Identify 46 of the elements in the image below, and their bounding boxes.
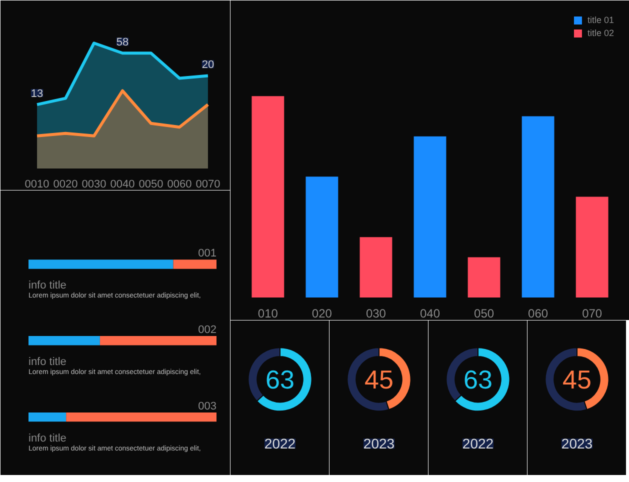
y-tick-label: 001 <box>198 248 217 260</box>
bar <box>252 96 284 298</box>
bar <box>576 196 608 298</box>
bar <box>522 116 554 298</box>
annotation: info title <box>28 432 66 444</box>
x-tick-label: 0010 <box>24 178 50 190</box>
x-tick-label: 0060 <box>167 178 192 190</box>
bar <box>306 176 338 298</box>
bar <box>173 260 216 269</box>
text: 2022 <box>264 436 296 452</box>
text: 63 <box>266 364 294 394</box>
text: 2022 <box>462 436 494 452</box>
x-tick-label: 070 <box>582 306 602 320</box>
bar <box>66 412 216 422</box>
x-tick-label: 060 <box>528 306 548 320</box>
bar <box>360 237 392 298</box>
annotation: 20 <box>202 59 214 72</box>
y-tick-label: 003 <box>198 400 217 412</box>
annotation: info title <box>28 356 66 368</box>
bar <box>100 336 216 346</box>
x-tick-label: 020 <box>312 306 332 320</box>
bar <box>28 260 174 269</box>
x-tick-label: 0030 <box>82 178 106 190</box>
x-tick-label: 030 <box>366 306 386 320</box>
y-tick-label: 002 <box>198 324 217 336</box>
legend-label: title 02 <box>587 28 614 38</box>
x-tick-label: 0020 <box>53 178 78 190</box>
text: 63 <box>464 364 492 394</box>
x-tick-label: 0050 <box>138 178 164 190</box>
x-tick-label: 0040 <box>110 178 135 190</box>
x-tick-label: 010 <box>258 306 278 320</box>
bar <box>28 412 66 422</box>
text: 2023 <box>363 436 395 452</box>
annotation: 13 <box>30 88 44 100</box>
x-tick-label: 040 <box>420 306 440 320</box>
annotation: 58 <box>116 36 129 49</box>
bar <box>468 257 500 298</box>
x-tick-label: 050 <box>474 306 494 320</box>
legend-label: title 01 <box>587 15 614 25</box>
bar <box>414 136 446 298</box>
text: 2023 <box>561 436 593 452</box>
text: 45 <box>562 364 592 394</box>
text: 45 <box>364 364 394 394</box>
annotation: info title <box>28 280 66 292</box>
bar <box>28 336 100 346</box>
x-tick-label: 0070 <box>196 178 220 190</box>
